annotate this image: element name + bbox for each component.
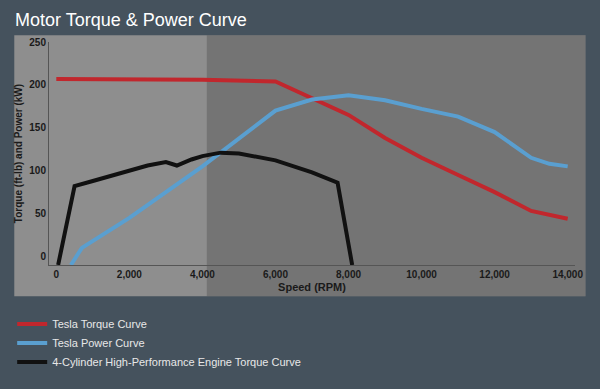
svg-text:4,000: 4,000 <box>190 269 215 280</box>
svg-text:10,000: 10,000 <box>406 269 437 280</box>
svg-text:Tesla Torque Curve: Tesla Torque Curve <box>52 318 147 330</box>
svg-text:100: 100 <box>29 165 46 176</box>
svg-text:0: 0 <box>40 251 46 262</box>
svg-text:14,000: 14,000 <box>552 269 583 280</box>
svg-text:4-Cylinder High-Performance En: 4-Cylinder High-Performance Engine Torqu… <box>52 356 301 368</box>
svg-text:12,000: 12,000 <box>479 269 510 280</box>
svg-text:50: 50 <box>35 208 47 219</box>
svg-text:6,000: 6,000 <box>263 269 288 280</box>
svg-text:250: 250 <box>29 37 46 48</box>
svg-text:Motor Torque & Power Curve: Motor Torque & Power Curve <box>15 10 247 30</box>
svg-text:2,000: 2,000 <box>117 269 142 280</box>
svg-text:8,000: 8,000 <box>336 269 361 280</box>
svg-text:Tesla Power Curve: Tesla Power Curve <box>52 337 144 349</box>
svg-text:150: 150 <box>29 122 46 133</box>
svg-text:200: 200 <box>29 79 46 90</box>
svg-text:Torque (ft-lb) and Power (kW): Torque (ft-lb) and Power (kW) <box>13 84 24 223</box>
svg-text:0: 0 <box>54 269 60 280</box>
svg-text:Speed (RPM): Speed (RPM) <box>278 281 346 293</box>
